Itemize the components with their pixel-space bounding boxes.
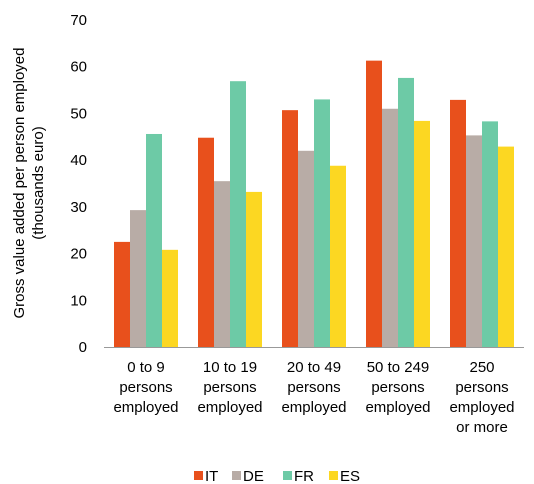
x-category-label: employed [281,399,346,416]
bar-fr [314,99,330,348]
legend-label-it: IT [205,468,218,484]
y-tick-label: 40 [70,152,87,169]
bar-de [382,108,398,347]
bar-it [114,241,130,347]
x-category-label: persons [371,379,424,396]
y-tick-label: 60 [70,59,87,76]
x-category-label: 0 to 9 [127,359,165,376]
y-axis-title-line-2: (thousands euro) [30,126,47,239]
y-tick-label: 70 [70,12,87,29]
x-category-label: employed [113,399,178,416]
y-tick-label: 30 [70,199,87,216]
legend-swatch-it [194,471,203,480]
bar-fr [398,77,414,347]
bar-es [498,146,514,347]
x-category-label: employed [365,399,430,416]
bar-it [198,137,214,347]
y-axis-ticks: 0 10 20 30 40 50 60 70 [70,12,87,356]
x-category-label: 20 to 49 [287,359,341,376]
bars [114,60,514,348]
x-category-label: persons [455,379,508,396]
bar-de [130,210,146,347]
bar-it [450,99,466,347]
legend-label-fr: FR [294,468,314,484]
x-category-label: 250 [469,359,494,376]
bar-es [162,249,178,347]
x-category-label: 50 to 249 [367,359,430,376]
legend-label-es: ES [340,468,360,484]
legend-swatch-fr [283,471,292,480]
bar-es [330,165,346,347]
y-axis-title: Gross value added per person employed (t… [11,48,47,319]
bar-it [366,60,382,348]
y-tick-label: 10 [70,292,87,309]
bar-it [282,110,298,347]
bar-de [466,135,482,347]
bar-de [298,150,314,347]
legend-label-de: DE [243,468,264,484]
x-category-label: 10 to 19 [203,359,257,376]
legend-swatch-de [232,471,241,480]
bar-de [214,181,230,347]
bar-fr [146,133,162,347]
y-tick-label: 50 [70,105,87,122]
y-axis-title-line-1: Gross value added per person employed [11,48,28,319]
bar-es [414,120,430,347]
x-category-label: employed [449,399,514,416]
bar-fr [230,81,246,348]
x-category-label: employed [197,399,262,416]
y-tick-label: 0 [79,339,87,356]
x-category-label: persons [287,379,340,396]
legend: IT DE FR ES [194,468,360,484]
x-category-label: or more [456,419,508,436]
bar-fr [482,121,498,348]
x-category-label: persons [203,379,256,396]
y-tick-label: 20 [70,246,87,263]
bar-es [246,191,262,347]
x-category-label: persons [119,379,172,396]
legend-swatch-es [329,471,338,480]
category-labels: 0 to 9 persons employed 10 to 19 persons empl… [113,359,514,436]
